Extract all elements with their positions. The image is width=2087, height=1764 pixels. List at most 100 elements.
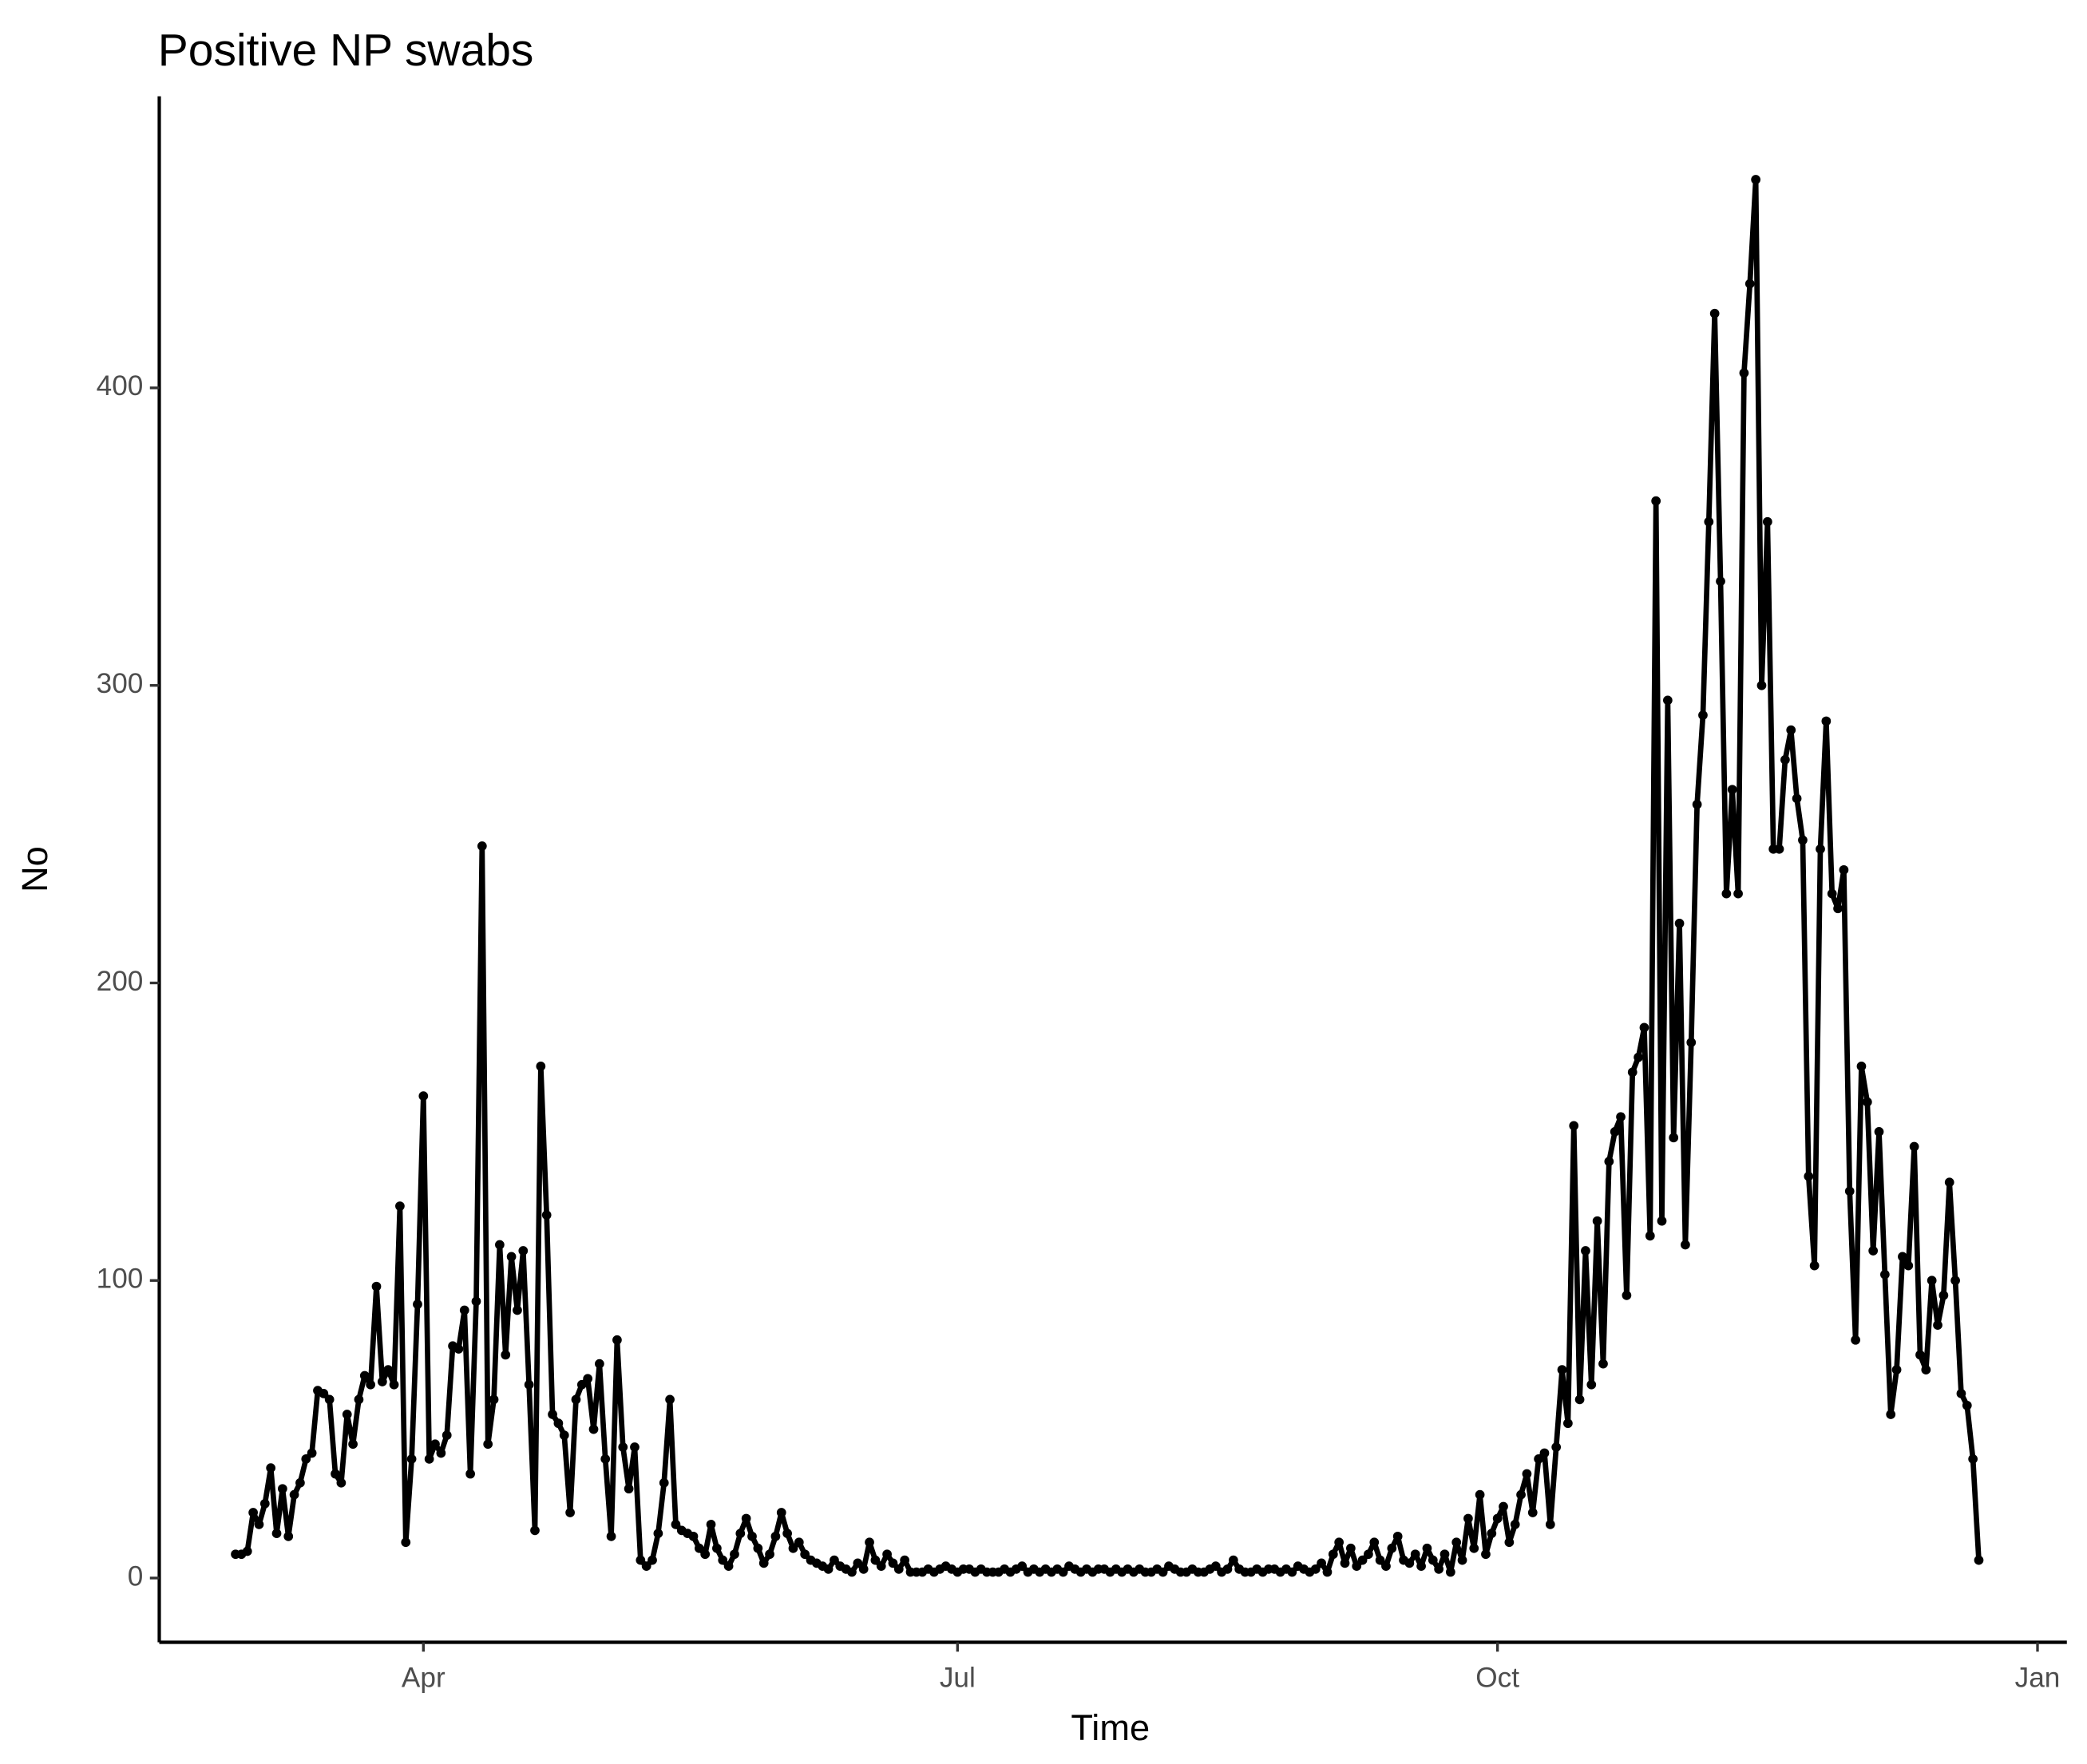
point [1416, 1561, 1426, 1571]
point [1756, 680, 1767, 690]
point [1017, 1561, 1028, 1571]
point [1634, 1052, 1643, 1062]
point [865, 1537, 874, 1548]
point [1510, 1520, 1520, 1529]
point [770, 1531, 781, 1541]
point [242, 1546, 252, 1556]
point [1487, 1529, 1497, 1538]
point [1721, 888, 1732, 899]
point [436, 1448, 446, 1458]
point [442, 1430, 452, 1440]
point [359, 1370, 370, 1381]
point [1798, 835, 1808, 845]
point [876, 1561, 886, 1571]
y-tick-label: 300 [97, 668, 144, 699]
point [541, 1210, 552, 1220]
y-tick-label: 0 [128, 1560, 144, 1592]
point [1364, 1549, 1373, 1560]
point [371, 1281, 382, 1291]
point [1733, 888, 1743, 899]
point [1938, 1291, 1949, 1300]
point [1598, 1359, 1608, 1369]
point [1463, 1513, 1473, 1524]
point [1481, 1549, 1491, 1560]
point [1527, 1508, 1538, 1517]
point [1158, 1567, 1168, 1577]
point [1469, 1543, 1479, 1553]
point [1210, 1561, 1221, 1571]
point [794, 1537, 804, 1548]
x-tick-label: Jan [2015, 1663, 2061, 1694]
point [606, 1531, 616, 1541]
point [1457, 1555, 1467, 1565]
point [706, 1520, 716, 1529]
point [324, 1394, 335, 1405]
point [641, 1561, 651, 1571]
point [1445, 1567, 1455, 1577]
point [1786, 725, 1796, 735]
point [612, 1335, 622, 1345]
y-axis-label: No [14, 846, 55, 892]
point [1534, 1454, 1543, 1464]
point [565, 1508, 575, 1517]
point [1222, 1564, 1233, 1574]
point [1586, 1379, 1597, 1390]
point [489, 1394, 499, 1405]
point [747, 1531, 757, 1541]
point [671, 1520, 681, 1529]
point [495, 1240, 505, 1250]
point [618, 1442, 628, 1452]
point [1903, 1260, 1914, 1271]
point [600, 1454, 611, 1464]
point [1833, 904, 1843, 914]
point [1492, 1513, 1503, 1524]
point [1686, 1038, 1697, 1047]
point [307, 1448, 317, 1458]
point [301, 1454, 311, 1464]
point [624, 1484, 634, 1494]
point [1933, 1320, 1942, 1331]
point [1921, 1365, 1931, 1374]
point [800, 1549, 810, 1560]
point [1592, 1216, 1602, 1226]
point [882, 1549, 892, 1560]
point [1604, 1157, 1614, 1167]
point [594, 1359, 604, 1369]
point [659, 1477, 669, 1488]
point [289, 1489, 299, 1500]
point [1751, 175, 1760, 184]
point [331, 1469, 340, 1479]
point [1739, 368, 1749, 378]
point [1716, 576, 1725, 587]
point [1950, 1276, 1960, 1286]
point [636, 1555, 646, 1565]
x-axis-label: Time [1071, 1707, 1150, 1748]
point [718, 1555, 728, 1565]
point [413, 1299, 422, 1309]
point [1709, 308, 1720, 318]
point [1839, 864, 1849, 875]
point [559, 1430, 569, 1440]
point [248, 1508, 258, 1517]
point [1827, 888, 1837, 899]
point [530, 1525, 540, 1536]
point [647, 1555, 657, 1565]
point [823, 1564, 834, 1574]
point [1645, 1231, 1655, 1241]
point [501, 1350, 511, 1360]
point [1662, 695, 1673, 706]
point [471, 1296, 481, 1307]
point [765, 1549, 774, 1560]
point [1557, 1365, 1567, 1374]
point [1774, 844, 1784, 854]
point [741, 1513, 751, 1524]
point [858, 1564, 869, 1574]
point [1499, 1501, 1508, 1512]
point [1816, 844, 1825, 854]
point [1422, 1543, 1432, 1553]
point [254, 1520, 264, 1529]
point [1328, 1549, 1338, 1560]
point [1357, 1555, 1368, 1565]
point [518, 1246, 529, 1256]
